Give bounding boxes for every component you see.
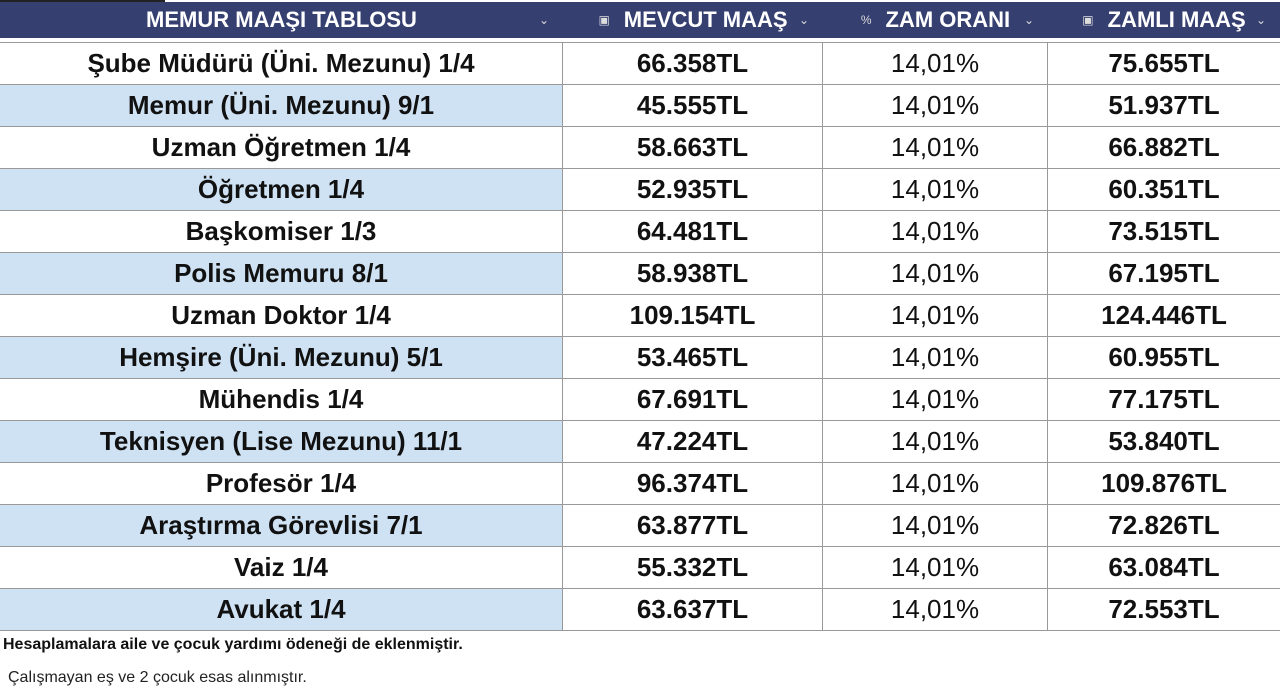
position-cell[interactable]: Uzman Öğretmen 1/4 xyxy=(0,127,563,168)
position-cell[interactable]: Başkomiser 1/3 xyxy=(0,211,563,252)
column-label: MEMUR MAAŞI TABLOSU xyxy=(146,7,417,32)
cash-icon: ▣ xyxy=(1082,13,1094,27)
column-label: MEVCUT MAAŞ xyxy=(623,7,788,32)
table-row: Uzman Doktor 1/4 109.154TL 14,01% 124.446TL xyxy=(0,295,1280,337)
table-row: Polis Memuru 8/1 58.938TL 14,01% 67.195TL xyxy=(0,253,1280,295)
position-cell[interactable]: Teknisyen (Lise Mezunu) 11/1 xyxy=(0,421,563,462)
footnote-2: Çalışmayan eş ve 2 çocuk esas alınmıştır… xyxy=(8,669,307,686)
current-salary-cell[interactable]: 45.555TL xyxy=(563,85,823,126)
position-cell[interactable]: Mühendis 1/4 xyxy=(0,379,563,420)
current-salary-cell[interactable]: 66.358TL xyxy=(563,43,823,84)
top-border xyxy=(0,0,165,3)
table-row: Avukat 1/4 63.637TL 14,01% 72.553TL xyxy=(0,589,1280,631)
raise-rate-cell[interactable]: 14,01% xyxy=(823,337,1048,378)
current-salary-cell[interactable]: 58.938TL xyxy=(563,253,823,294)
table-row: Teknisyen (Lise Mezunu) 11/1 47.224TL 14,0… xyxy=(0,421,1280,463)
current-salary-cell[interactable]: 96.374TL xyxy=(563,463,823,504)
table-row: Vaiz 1/4 55.332TL 14,01% 63.084TL xyxy=(0,547,1280,589)
current-salary-cell[interactable]: 67.691TL xyxy=(563,379,823,420)
new-salary-cell[interactable]: 72.553TL xyxy=(1108,594,1220,624)
chevron-down-icon[interactable]: ⌄ xyxy=(798,13,809,27)
raise-rate-cell[interactable]: 14,01% xyxy=(823,295,1048,336)
new-salary-cell[interactable]: 60.955TL xyxy=(1108,342,1220,372)
table-row: Başkomiser 1/3 64.481TL 14,01% 73.515TL xyxy=(0,211,1280,253)
current-salary-cell[interactable]: 109.154TL xyxy=(563,295,823,336)
table-row: Araştırma Görevlisi 7/1 63.877TL 14,01% 72.… xyxy=(0,505,1280,547)
raise-rate-cell[interactable]: 14,01% xyxy=(823,169,1048,210)
current-salary-cell[interactable]: 58.663TL xyxy=(563,127,823,168)
current-salary-cell[interactable]: 47.224TL xyxy=(563,421,823,462)
new-salary-cell[interactable]: 67.195TL xyxy=(1108,258,1220,288)
column-header-0[interactable]: MEMUR MAAŞI TABLOSU ⌄ xyxy=(0,2,563,38)
position-cell[interactable]: Avukat 1/4 xyxy=(0,589,563,630)
table-row: Profesör 1/4 96.374TL 14,01% 109.876TL xyxy=(0,463,1280,505)
new-salary-cell[interactable]: 60.351TL xyxy=(1108,174,1220,204)
chevron-down-icon[interactable]: ⌄ xyxy=(1023,13,1034,27)
position-cell[interactable]: Polis Memuru 8/1 xyxy=(0,253,563,294)
column-header-2[interactable]: % ZAM ORANI ⌄ xyxy=(823,2,1048,38)
current-salary-cell[interactable]: 63.637TL xyxy=(563,589,823,630)
position-cell[interactable]: Uzman Doktor 1/4 xyxy=(0,295,563,336)
table-header: MEMUR MAAŞI TABLOSU ⌄ ▣ MEVCUT MAAŞ ⌄% ZAM OR… xyxy=(0,2,1280,38)
column-label: ZAM ORANI xyxy=(885,7,1011,32)
current-salary-cell[interactable]: 64.481TL xyxy=(563,211,823,252)
current-salary-cell[interactable]: 63.877TL xyxy=(563,505,823,546)
column-header-1[interactable]: ▣ MEVCUT MAAŞ ⌄ xyxy=(563,2,823,38)
new-salary-cell[interactable]: 77.175TL xyxy=(1108,384,1220,414)
position-cell[interactable]: Vaiz 1/4 xyxy=(0,547,563,588)
table-row: Memur (Üni. Mezunu) 9/1 45.555TL 14,01% 51.… xyxy=(0,85,1280,127)
table-row: Öğretmen 1/4 52.935TL 14,01% 60.351TL xyxy=(0,169,1280,211)
new-salary-cell[interactable]: 51.937TL xyxy=(1108,90,1220,120)
new-salary-cell[interactable]: 72.826TL xyxy=(1108,510,1220,540)
current-salary-cell[interactable]: 52.935TL xyxy=(563,169,823,210)
raise-rate-cell[interactable]: 14,01% xyxy=(823,379,1048,420)
chevron-down-icon[interactable]: ⌄ xyxy=(538,13,549,27)
salary-table: Şube Müdürü (Üni. Mezunu) 1/4 66.358TL 14,… xyxy=(0,42,1280,631)
column-label: ZAMLI MAAŞ xyxy=(1107,7,1246,32)
position-cell[interactable]: Öğretmen 1/4 xyxy=(0,169,563,210)
raise-rate-cell[interactable]: 14,01% xyxy=(823,589,1048,630)
new-salary-cell[interactable]: 53.840TL xyxy=(1108,426,1220,456)
position-cell[interactable]: Şube Müdürü (Üni. Mezunu) 1/4 xyxy=(0,43,563,84)
position-cell[interactable]: Hemşire (Üni. Mezunu) 5/1 xyxy=(0,337,563,378)
current-salary-cell[interactable]: 53.465TL xyxy=(563,337,823,378)
table-row: Şube Müdürü (Üni. Mezunu) 1/4 66.358TL 14,… xyxy=(0,42,1280,85)
raise-rate-cell[interactable]: 14,01% xyxy=(823,463,1048,504)
raise-rate-cell[interactable]: 14,01% xyxy=(823,211,1048,252)
raise-rate-cell[interactable]: 14,01% xyxy=(823,127,1048,168)
new-salary-cell[interactable]: 109.876TL xyxy=(1101,468,1227,498)
raise-rate-cell[interactable]: 14,01% xyxy=(823,547,1048,588)
cash-icon: ▣ xyxy=(598,13,610,27)
table-row: Uzman Öğretmen 1/4 58.663TL 14,01% 66.882TL xyxy=(0,127,1280,169)
new-salary-cell[interactable]: 75.655TL xyxy=(1108,48,1220,78)
position-cell[interactable]: Memur (Üni. Mezunu) 9/1 xyxy=(0,85,563,126)
new-salary-cell[interactable]: 73.515TL xyxy=(1108,216,1220,246)
position-cell[interactable]: Araştırma Görevlisi 7/1 xyxy=(0,505,563,546)
current-salary-cell[interactable]: 55.332TL xyxy=(563,547,823,588)
column-header-3[interactable]: ▣ ZAMLI MAAŞ ⌄ xyxy=(1048,2,1280,38)
table-row: Hemşire (Üni. Mezunu) 5/1 53.465TL 14,01% 6… xyxy=(0,337,1280,379)
percent-icon: % xyxy=(860,13,872,27)
position-cell[interactable]: Profesör 1/4 xyxy=(0,463,563,504)
new-salary-cell[interactable]: 63.084TL xyxy=(1108,552,1220,582)
chevron-down-icon[interactable]: ⌄ xyxy=(1255,13,1266,27)
raise-rate-cell[interactable]: 14,01% xyxy=(823,43,1048,84)
raise-rate-cell[interactable]: 14,01% xyxy=(823,85,1048,126)
raise-rate-cell[interactable]: 14,01% xyxy=(823,505,1048,546)
raise-rate-cell[interactable]: 14,01% xyxy=(823,253,1048,294)
table-row: Mühendis 1/4 67.691TL 14,01% 77.175TL xyxy=(0,379,1280,421)
new-salary-cell[interactable]: 66.882TL xyxy=(1108,132,1220,162)
new-salary-cell[interactable]: 124.446TL xyxy=(1101,300,1227,330)
raise-rate-cell[interactable]: 14,01% xyxy=(823,421,1048,462)
footnote-1: Hesaplamalara aile ve çocuk yardımı öden… xyxy=(3,636,463,653)
